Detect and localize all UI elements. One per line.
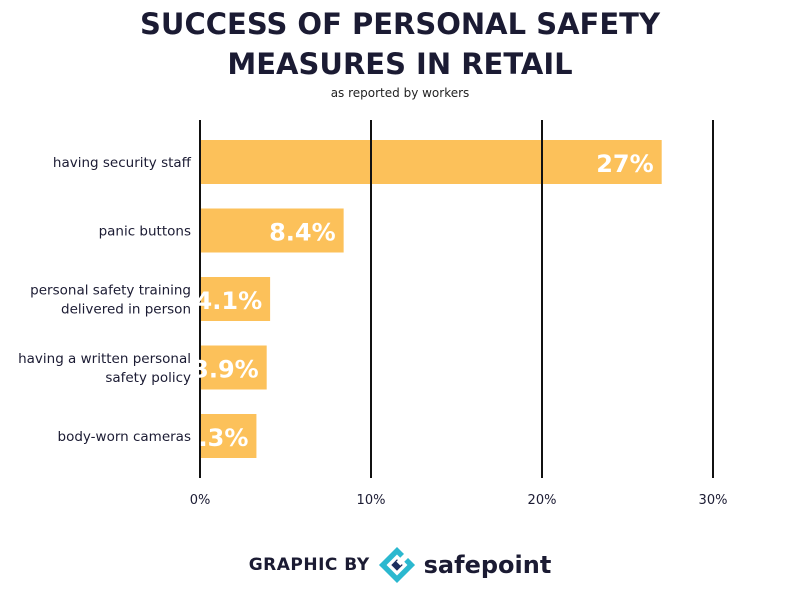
bar-4 bbox=[200, 414, 257, 458]
category-label-2-1: delivered in person bbox=[61, 302, 191, 318]
chart-title-line-2: MEASURES IN RETAIL bbox=[227, 47, 573, 81]
chart-title: SUCCESS OF PERSONAL SAFETY MEASURES IN R… bbox=[0, 4, 800, 84]
bar-2 bbox=[200, 277, 271, 321]
category-label-4-0: body-worn cameras bbox=[58, 429, 192, 445]
bar-value-label-4: 3.3% bbox=[182, 424, 249, 452]
bar-1 bbox=[200, 208, 344, 253]
x-tick-label-2: 20% bbox=[528, 493, 557, 508]
x-tick-label-0: 0% bbox=[190, 493, 211, 508]
chart-title-line-1: SUCCESS OF PERSONAL SAFETY bbox=[140, 7, 660, 41]
bar-0 bbox=[200, 140, 662, 184]
brand-name: safepoint bbox=[423, 551, 552, 579]
bar-value-label-2: 4.1% bbox=[196, 287, 263, 315]
x-tick-label-1: 10% bbox=[357, 493, 386, 508]
x-tick-label-3: 30% bbox=[699, 493, 728, 508]
category-label-3-0: having a written personal bbox=[18, 351, 191, 367]
safepoint-diamond-icon bbox=[378, 546, 415, 584]
bar-chart: 27% 8.4% 4.1% 3.9% 3.3% having security staff… bbox=[18, 120, 728, 508]
bar-3 bbox=[200, 345, 267, 390]
bar-value-label-0: 27% bbox=[596, 150, 653, 178]
category-label-2-0: personal safety training bbox=[30, 283, 191, 299]
chart-subtitle: as reported by workers bbox=[330, 86, 470, 100]
footer: GRAPHIC BY safepoint bbox=[0, 540, 800, 590]
graphic-by-label: GRAPHIC BY bbox=[248, 555, 370, 575]
category-label-1-0: panic buttons bbox=[99, 224, 191, 240]
bar-value-label-1: 8.4% bbox=[269, 219, 336, 247]
bar-value-label-3: 3.9% bbox=[192, 356, 259, 384]
category-label-0-0: having security staff bbox=[53, 155, 192, 171]
category-label-3-1: safety policy bbox=[105, 370, 191, 386]
